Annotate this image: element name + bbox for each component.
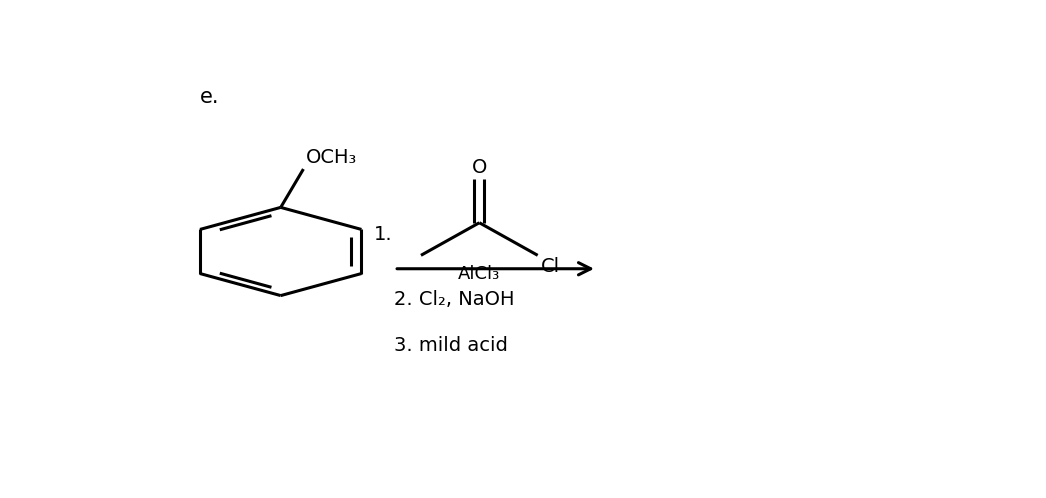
Text: 2. Cl₂, NaOH: 2. Cl₂, NaOH [394,290,515,309]
Text: Cl: Cl [541,257,560,276]
Text: e.: e. [200,87,220,107]
Text: 3. mild acid: 3. mild acid [394,336,508,355]
Text: 1.: 1. [374,225,392,244]
Text: O: O [472,158,487,177]
Text: OCH₃: OCH₃ [305,148,357,167]
Text: AlCl₃: AlCl₃ [458,265,500,283]
